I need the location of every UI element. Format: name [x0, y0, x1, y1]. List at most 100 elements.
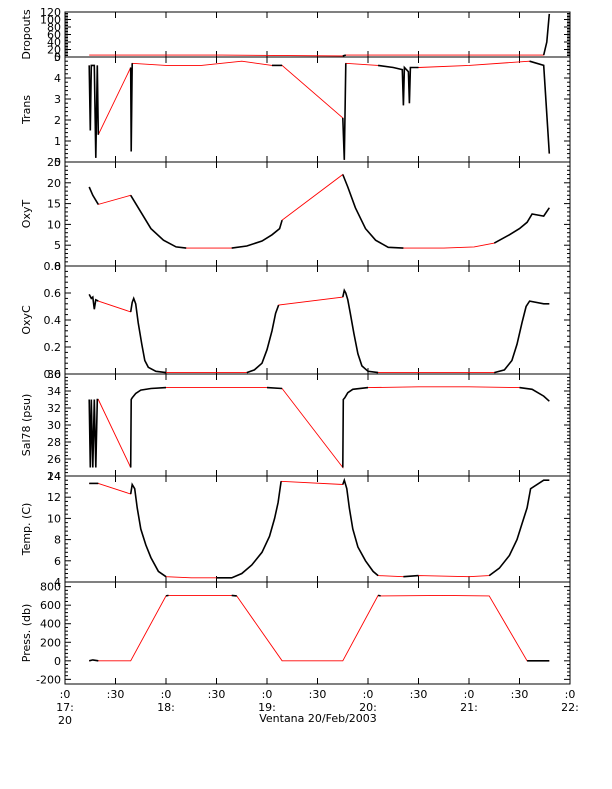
y-tick-label: 0.2: [44, 341, 62, 354]
x-tick-label: :0: [565, 688, 576, 701]
series-line: [519, 386, 550, 402]
panels-group: 020406080100120Dropouts012345Trans051015…: [20, 6, 571, 686]
series-line: [342, 288, 379, 374]
y-tick-label: 4: [54, 576, 61, 589]
y-tick-label: 36: [47, 368, 61, 381]
x-tick-label-hour: 21:: [460, 701, 478, 714]
series-line: [246, 304, 280, 374]
panel-frame: [64, 265, 571, 375]
panel-frame: [64, 11, 571, 58]
panel-frame: [64, 581, 571, 685]
y-tick-label: 0: [54, 156, 61, 169]
series-line: [231, 219, 283, 249]
series-connector: [88, 289, 550, 374]
x-tick-label: :30: [410, 688, 428, 701]
x-tick-label: :30: [208, 688, 226, 701]
y-tick-label: 10: [47, 512, 61, 525]
y-tick-label: 40: [47, 36, 61, 49]
y-tick-label: 200: [40, 636, 61, 649]
panel-1: 0 1 2 3 4 5 Trans: [20, 51, 571, 169]
series-line: [403, 574, 419, 578]
x-tick-label: :30: [309, 688, 327, 701]
y-axis-title: Sal78 (psu): [20, 394, 33, 457]
series-connector: [89, 478, 550, 579]
series-line: [342, 386, 369, 468]
series-line: [129, 296, 167, 374]
series-line: [89, 659, 99, 662]
x-tick-label-hour: 19:: [258, 701, 276, 714]
series-connector: [88, 386, 550, 469]
series-line: [494, 300, 550, 374]
y-tick-label: 14: [47, 470, 61, 483]
series-line: [129, 63, 133, 152]
x-tick-label-hour: 17:: [56, 701, 74, 714]
series-line: [377, 594, 381, 597]
y-tick-label: 0.8: [44, 260, 62, 273]
series-connector: [89, 13, 550, 57]
y-tick-label: 0.4: [44, 314, 62, 327]
series-line: [130, 194, 187, 249]
x-tick-label: :30: [511, 688, 529, 701]
y-tick-label: 15: [47, 198, 61, 211]
x-tick-label-hour: 20:: [359, 701, 377, 714]
y-tick-label: 20: [47, 177, 61, 190]
x-tick-label: :0: [262, 688, 273, 701]
x-tick-label-hour: 22:: [561, 701, 579, 714]
panel-3: 0.0 0.2 0.4 0.6 0.8 OxyC: [20, 260, 571, 381]
series-connector: [88, 173, 550, 249]
y-tick-label: 0.6: [44, 287, 62, 300]
series-line: [88, 398, 99, 468]
y-axis-title: Temp. (C): [20, 503, 33, 557]
series-line: [231, 594, 237, 597]
y-tick-label: 5: [54, 51, 61, 64]
y-axis-title: Dropouts: [20, 9, 33, 59]
y-tick-label: 400: [40, 618, 61, 631]
y-tick-label: 6: [54, 555, 61, 568]
series-connector: [89, 594, 550, 662]
y-tick-label: 5: [54, 239, 61, 252]
y-tick-label: 0: [54, 51, 61, 64]
panel-4: 24 26 28 30 32 34 36 Sal78 (psu): [20, 368, 571, 483]
y-tick-label: 80: [47, 21, 61, 34]
y-tick-label: 0: [54, 260, 61, 273]
y-tick-label: 28: [47, 436, 61, 449]
y-tick-label: 4: [54, 72, 61, 85]
series-line: [129, 482, 167, 578]
x-axis-title: Ventana 20/Feb/2003: [259, 712, 377, 725]
y-tick-label: 120: [40, 6, 61, 19]
series-line: [216, 481, 282, 579]
y-tick-label: 10: [47, 218, 61, 231]
y-axis-title: OxyC: [20, 305, 33, 335]
panel-frame: [64, 161, 571, 267]
x-tick-label: :0: [464, 688, 475, 701]
y-tick-label: 800: [40, 581, 61, 594]
y-tick-label: -200: [36, 673, 61, 686]
series-line: [342, 174, 404, 249]
x-tick-label-hour: 18:: [157, 701, 175, 714]
series-line: [488, 479, 550, 577]
y-tick-label: 26: [47, 453, 61, 466]
x-tick-label: :0: [60, 688, 71, 701]
y-tick-label: 30: [47, 419, 61, 432]
x-tick-label: :30: [107, 688, 125, 701]
y-axis-title: Trans: [20, 95, 33, 125]
panel-2: 0 5 10 15 20 25 OxyT: [20, 156, 571, 273]
y-tick-label: 600: [40, 599, 61, 612]
panel-5: 4 6 8 10 12 14 Temp. (C): [20, 470, 571, 589]
series-connector: [88, 60, 550, 160]
panel-frame: [64, 56, 571, 163]
y-tick-label: 2: [54, 114, 61, 127]
series-line: [88, 186, 99, 205]
series-line: [342, 63, 347, 160]
y-tick-label: 0.0: [44, 368, 62, 381]
series-line: [342, 54, 347, 57]
series-line: [377, 64, 419, 106]
y-tick-label: 32: [47, 402, 61, 415]
x-tick-label: :0: [363, 688, 374, 701]
y-axis-title: OxyT: [20, 200, 33, 229]
series-line: [88, 64, 100, 158]
y-tick-label: 60: [47, 29, 61, 42]
y-axis-title: Press. (db): [20, 604, 33, 663]
